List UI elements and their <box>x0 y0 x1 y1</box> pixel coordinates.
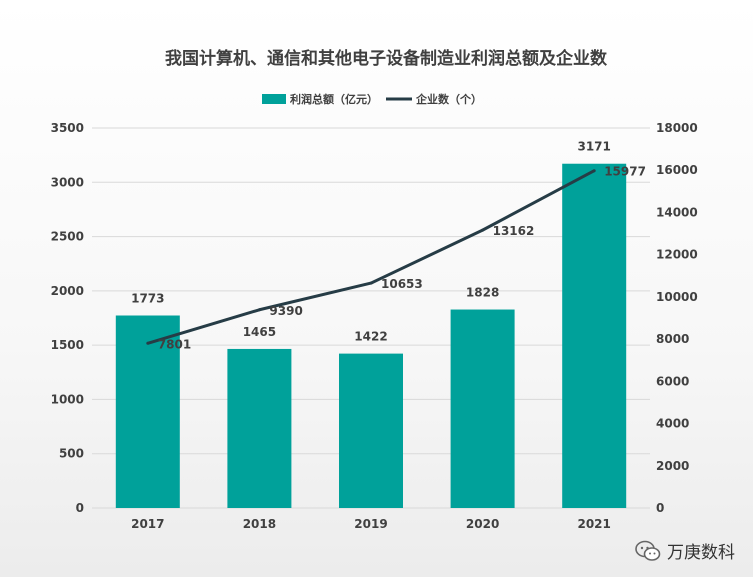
watermark: 万庚数科 <box>635 538 735 563</box>
bar <box>450 309 515 508</box>
y-left-tick-label: 3500 <box>51 121 84 135</box>
x-tick-label: 2019 <box>354 517 387 531</box>
line-series <box>146 169 596 345</box>
bar-data-label: 1773 <box>131 292 164 306</box>
gridlines <box>92 127 650 509</box>
line-path <box>147 169 595 345</box>
chart-title: 我国计算机、通信和其他电子设备制造业利润总额及企业数 <box>165 48 608 69</box>
y-right-tick-label: 10000 <box>656 290 698 304</box>
line-point <box>369 281 373 285</box>
line-point <box>592 169 596 173</box>
legend-swatch-bar <box>262 94 286 104</box>
y-left-tick-label: 1000 <box>51 392 84 406</box>
y-right-tick-label: 18000 <box>656 121 698 135</box>
y-right-tick-label: 8000 <box>656 332 689 346</box>
line-data-label: 10653 <box>381 277 423 291</box>
bar-data-label: 3171 <box>577 140 610 154</box>
line-point <box>257 308 261 312</box>
wechat-icon <box>635 540 661 561</box>
x-tick-label: 2017 <box>131 517 164 531</box>
legend: 利润总额（亿元） 企业数（个） <box>262 92 482 106</box>
y-right-tick-label: 6000 <box>656 374 689 388</box>
line-data-label: 15977 <box>604 165 646 179</box>
bar <box>562 163 627 508</box>
y-left-tick-label: 3000 <box>51 175 84 189</box>
line-data-label: 13162 <box>493 224 535 238</box>
x-tick-label: 2020 <box>466 517 499 531</box>
axes: 0 500 1000 1500 2000 2500 3000 3500 0 2000 4000 600… <box>51 121 698 531</box>
legend-label-bar: 利润总额（亿元） <box>290 92 378 106</box>
y-left-tick-label: 2500 <box>51 230 84 244</box>
y-left-tick-label: 2000 <box>51 284 84 298</box>
bar <box>115 315 180 508</box>
y-right-tick-label: 2000 <box>656 459 689 473</box>
y-right-tick-label: 4000 <box>656 417 689 431</box>
y-right-tick-label: 16000 <box>656 163 698 177</box>
y-right-tick-label: 0 <box>656 501 664 515</box>
data-labels: 1773 1465 1422 1828 3171 7801 9390 10653 13162 15… <box>131 140 646 352</box>
line-point <box>481 228 485 232</box>
bar-series <box>115 163 627 508</box>
x-tick-label: 2018 <box>243 517 276 531</box>
y-left-tick-label: 500 <box>59 447 84 461</box>
bar-data-label: 1828 <box>466 286 499 300</box>
y-right-tick-label: 14000 <box>656 205 698 219</box>
line-data-label: 7801 <box>158 337 191 351</box>
line-data-label: 9390 <box>269 304 302 318</box>
legend-label-line: 企业数（个） <box>415 92 482 106</box>
y-left-tick-label: 0 <box>76 501 84 515</box>
x-tick-label: 2021 <box>577 517 610 531</box>
bar-data-label: 1465 <box>243 325 276 339</box>
y-right-tick-label: 12000 <box>656 248 698 262</box>
watermark-text: 万庚数科 <box>667 543 735 563</box>
bar <box>339 353 403 508</box>
y-left-tick-label: 1500 <box>51 338 84 352</box>
bar-data-label: 1422 <box>354 330 387 344</box>
line-point <box>146 341 150 345</box>
bar <box>227 348 292 508</box>
